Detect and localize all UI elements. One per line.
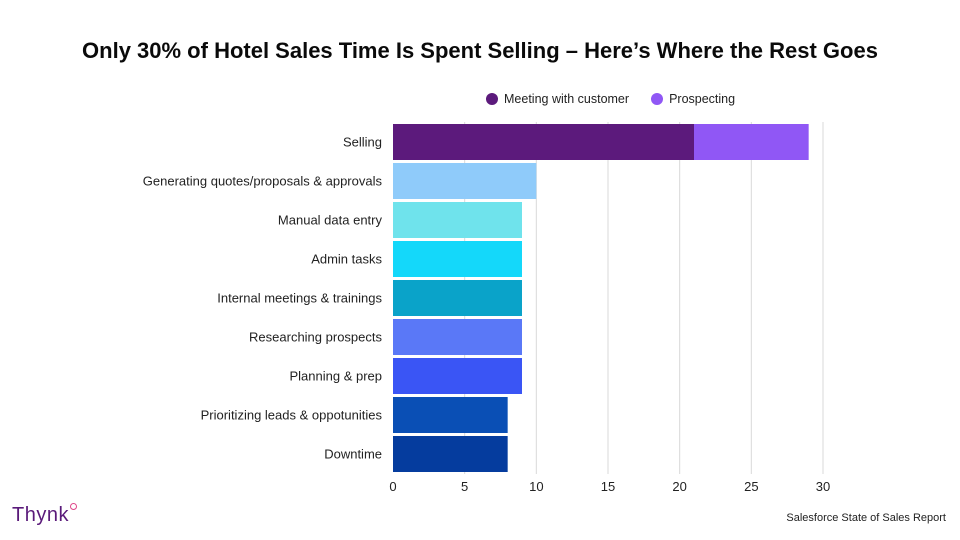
category-labels: Selling Generating quotes/proposals & app… [143,135,383,462]
category-label: Researching prospects [249,330,382,345]
category-label: Internal meetings & trainings [217,291,382,306]
bar-segment [393,358,522,394]
x-tick-label: 20 [672,479,686,494]
category-label: Generating quotes/proposals & approvals [143,174,383,189]
x-axis-ticks: 0 5 10 15 20 25 30 [389,479,830,494]
x-tick-label: 25 [744,479,758,494]
bar-segment [393,202,522,238]
category-label: Manual data entry [278,213,383,228]
bar-segment [694,124,809,160]
bar-segment [393,397,508,433]
category-label: Planning & prep [289,369,382,384]
x-tick-label: 30 [816,479,830,494]
brand-name: Thynk [12,504,69,526]
x-tick-label: 5 [461,479,468,494]
category-label: Prioritizing leads & oppotunities [201,408,383,423]
bar-segment [393,163,537,199]
bar-segment [393,436,508,472]
source-note: Salesforce State of Sales Report [786,512,946,524]
bar-segment [393,241,522,277]
legend-item-prospecting: Prospecting [651,92,735,106]
legend-swatch-prospecting [651,93,664,105]
x-tick-label: 10 [529,479,543,494]
legend-label-meeting: Meeting with customer [504,92,630,106]
legend: Meeting with customer Prospecting [486,92,757,106]
category-label: Selling [343,135,382,150]
brand-logo: Thynk [12,503,77,527]
legend-label-prospecting: Prospecting [669,92,736,106]
bars [393,124,809,472]
x-tick-label: 15 [601,479,615,494]
legend-item-meeting: Meeting with customer [486,92,629,106]
chart-title: Only 30% of Hotel Sales Time Is Spent Se… [82,38,878,63]
bar-segment [393,124,694,160]
brand-mark-icon [69,503,77,510]
bar-segment [393,280,522,316]
x-tick-label: 0 [389,479,396,494]
category-label: Downtime [324,447,382,462]
category-label: Admin tasks [311,252,382,267]
legend-swatch-meeting [486,93,498,105]
bar-segment [393,319,522,355]
